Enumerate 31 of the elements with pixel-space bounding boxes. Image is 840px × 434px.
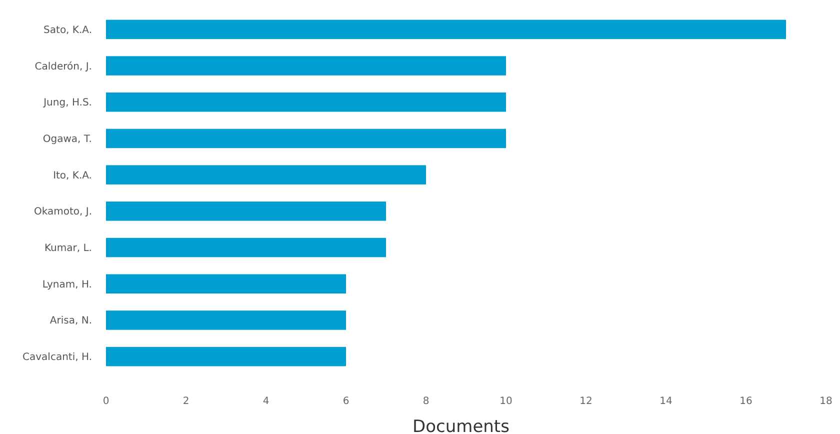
bar: [106, 274, 346, 294]
bar: [106, 310, 346, 330]
x-tick-label: 8: [422, 396, 430, 407]
y-tick-label: Cavalcanti, H.: [22, 352, 92, 364]
y-tick-label: Jung, H.S.: [42, 98, 92, 109]
y-tick-label: Sato, K.A.: [44, 24, 92, 36]
y-tick-label: Arisa, N.: [50, 316, 92, 327]
bar: [106, 165, 426, 184]
x-tick-label: 6: [342, 396, 350, 407]
bar: [106, 92, 506, 112]
bar: [106, 238, 386, 258]
x-tick-label: 2: [182, 396, 190, 407]
bar: [106, 346, 346, 366]
bar: [106, 20, 786, 40]
x-tick-label: 0: [102, 396, 110, 407]
bar: [106, 128, 506, 148]
y-tick-label: Calderón, J.: [34, 61, 92, 72]
x-tick-label: 16: [740, 396, 752, 407]
x-tick-label: 14: [660, 396, 672, 407]
x-axis-title: Documents: [412, 417, 510, 434]
bar: [106, 202, 386, 221]
y-tick-label: Okamoto, J.: [34, 206, 92, 218]
x-tick-label: 10: [500, 396, 512, 407]
bar: [106, 56, 506, 76]
y-tick-label: Ogawa, T.: [42, 134, 92, 145]
x-tick-label: 18: [820, 396, 832, 407]
y-tick-label: Kumar, L.: [44, 243, 92, 254]
x-tick-label: 12: [580, 396, 592, 407]
y-tick-label: Lynam, H.: [42, 279, 92, 290]
y-tick-label: Ito, K.A.: [53, 170, 92, 182]
x-tick-label: 4: [262, 396, 270, 407]
